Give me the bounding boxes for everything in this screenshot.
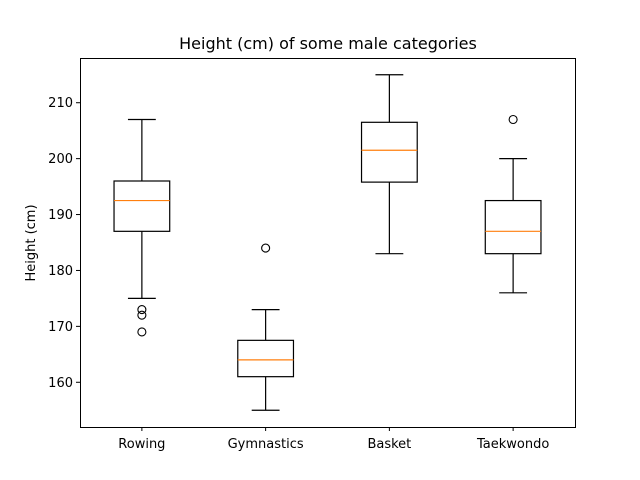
y-tick-label-170: 170 bbox=[48, 320, 73, 335]
x-tick-label-gymnastics: Gymnastics bbox=[228, 437, 304, 452]
chart-title: Height (cm) of some male categories bbox=[179, 34, 477, 53]
gymnastics-outlier-1 bbox=[261, 243, 271, 253]
rowing-outlier-2 bbox=[137, 310, 147, 320]
y-tick-label-180: 180 bbox=[48, 264, 73, 279]
y-tick-label-200: 200 bbox=[48, 152, 73, 167]
gymnastics-box bbox=[237, 339, 295, 378]
taekwondo-box bbox=[484, 199, 542, 255]
x-tick-label-basket: Basket bbox=[367, 437, 411, 452]
x-tick-label-taekwondo: Taekwondo bbox=[476, 437, 549, 452]
rowing-outlier-1 bbox=[137, 305, 147, 315]
y-axis-label: Height (cm) bbox=[24, 204, 39, 281]
rowing-box bbox=[113, 180, 171, 232]
y-tick-label-190: 190 bbox=[48, 208, 73, 223]
plot-frame bbox=[80, 58, 576, 428]
taekwondo-outlier-1 bbox=[508, 114, 518, 125]
y-tick-label-210: 210 bbox=[48, 96, 73, 111]
y-tick-label-160: 160 bbox=[48, 376, 73, 391]
basket-box bbox=[360, 121, 418, 183]
x-tick-label-rowing: Rowing bbox=[118, 437, 165, 452]
rowing-outlier-3 bbox=[137, 327, 147, 337]
plot-area: 160 170 180 190 200 210 Rowing Gymnastics Basket… bbox=[48, 74, 549, 452]
